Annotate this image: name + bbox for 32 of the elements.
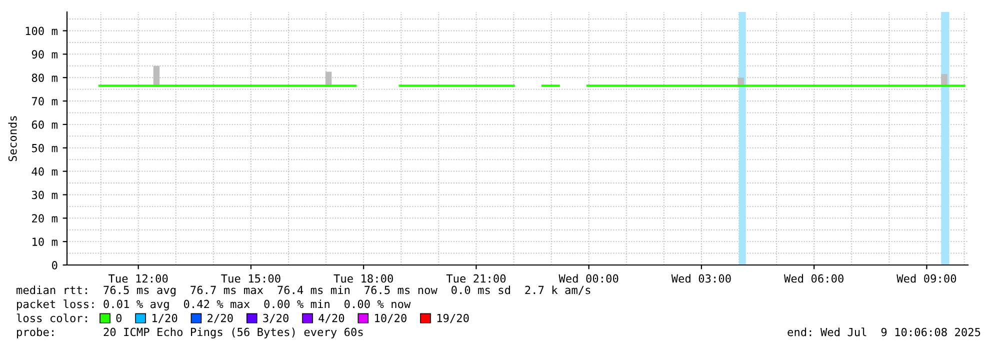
x-tick-label: Tue 12:00 <box>108 274 168 283</box>
y-tick-label: 70 m <box>32 97 58 106</box>
legend-label: 1/20 <box>152 314 178 324</box>
legend-label: 4/20 <box>318 314 344 324</box>
y-axis-title: Seconds <box>8 116 17 162</box>
x-tick-label: Tue 18:00 <box>334 274 393 283</box>
text: probe: 20 ICMP Echo Pings (56 Bytes) every 60s <box>17 328 363 338</box>
x-tick-label: Wed 06:00 <box>784 274 844 283</box>
legend-label: 19/20 <box>437 314 469 324</box>
y-tick-label: 80 m <box>32 74 58 82</box>
y-tick-label: 100 m <box>26 26 58 36</box>
x-tick-label: Wed 00:00 <box>558 274 618 283</box>
x-tick-label: Wed 09:00 <box>896 274 956 283</box>
y-tick-label: 40 m <box>32 167 58 176</box>
x-tick-label: Tue 21:00 <box>446 274 506 283</box>
text: end: Wed Jul 9 10:06:08 2025 <box>788 328 980 336</box>
text: loss color: <box>16 314 87 322</box>
legend-label: 10/20 <box>375 314 406 324</box>
y-tick-label: 50 m <box>32 144 58 152</box>
x-tick-label: Wed 03:00 <box>671 274 731 283</box>
y-tick-label: 20 m <box>32 214 58 223</box>
legend-label: 3/20 <box>263 314 288 324</box>
y-tick-label: 0 <box>52 261 58 270</box>
y-tick-label: 60 m <box>32 120 58 129</box>
text: packet loss: 0.01 % avg 0.42 % max 0.00 % min 0.00 % now <box>17 300 411 310</box>
y-tick-label: 10 m <box>32 238 58 246</box>
legend-label: 2/20 <box>208 314 233 324</box>
legend-label: 0 <box>116 314 122 322</box>
y-tick-label: 30 m <box>32 190 58 200</box>
y-tick-label: 90 m <box>32 50 58 59</box>
x-tick-label: Tue 15:00 <box>221 274 280 283</box>
text: median rtt: 76.5 ms avg 76.7 ms max 76.4 ms min 76.5 ms now 0.0 ms sd 2.7 k am/s <box>16 286 590 296</box>
